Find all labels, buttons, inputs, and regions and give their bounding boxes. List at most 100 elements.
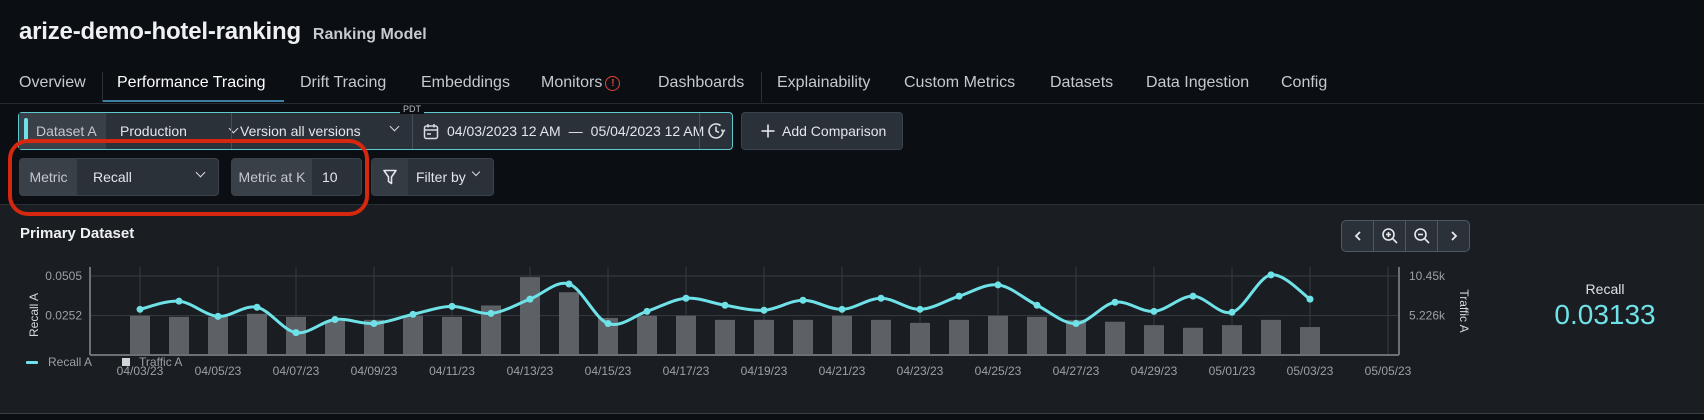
- version-value: Version all versions: [240, 123, 361, 139]
- tab-overview[interactable]: Overview: [19, 74, 86, 91]
- tab-embeddings[interactable]: Embeddings: [421, 74, 510, 91]
- tab-custom-metrics[interactable]: Custom Metrics: [904, 74, 1016, 91]
- legend-recall-a[interactable]: Recall A: [48, 355, 93, 369]
- recall-point: [448, 302, 456, 310]
- metric-label: Metric: [29, 169, 68, 185]
- recall-point: [370, 320, 378, 328]
- panel-title: Primary Dataset: [20, 225, 135, 242]
- add-comparison-button[interactable]: Add Comparison: [741, 112, 903, 150]
- tab-divider: [761, 72, 762, 102]
- recall-point: [1072, 320, 1080, 328]
- model-type: Ranking Model: [312, 26, 427, 43]
- tab-data-ingestion[interactable]: Data Ingestion: [1146, 74, 1250, 91]
- tab-datasets[interactable]: Datasets: [1050, 74, 1114, 91]
- zoom-out-button[interactable]: [1406, 221, 1438, 251]
- chevron-down-icon: [471, 167, 481, 177]
- x-tick-label: 04/17/23: [663, 364, 710, 378]
- x-tick-label: 04/21/23: [819, 364, 866, 378]
- traffic-bar: [559, 292, 579, 355]
- dataset-color-indicator: [24, 118, 28, 142]
- chevron-down-icon: [195, 167, 206, 178]
- dataset-label-segment: Dataset A: [19, 113, 106, 149]
- filter-by-button[interactable]: Filter by: [371, 158, 494, 196]
- date-start: 04/03/2023 12 AM: [447, 123, 561, 139]
- primary-dataset-panel: Primary Dataset 0.0505 0.0252 10.45k 5.226k…: [0, 204, 1704, 414]
- recall-point: [526, 295, 534, 303]
- traffic-bar: [871, 319, 891, 355]
- recall-point: [487, 309, 495, 317]
- recall-point: [682, 294, 690, 302]
- recall-point: [292, 329, 300, 337]
- add-comparison-label: Add Comparison: [782, 123, 887, 139]
- tab-monitors[interactable]: Monitors!: [541, 74, 621, 92]
- legend-traffic-a[interactable]: Traffic A: [139, 355, 183, 369]
- traffic-bar: [910, 322, 930, 355]
- recall-point: [838, 305, 846, 313]
- traffic-bar: [520, 277, 540, 355]
- traffic-bar: [988, 315, 1008, 355]
- zoom-out-icon: [1413, 228, 1430, 244]
- alert-icon: !: [605, 76, 621, 91]
- x-tick-label: 04/09/23: [351, 364, 398, 378]
- date-range-picker[interactable]: 04/03/2023 12 AM — 05/04/2023 12 AM: [413, 113, 717, 149]
- chevron-left-icon: [1354, 231, 1361, 241]
- tab-explainability[interactable]: Explainability: [777, 74, 871, 91]
- recall-point: [643, 307, 651, 315]
- traffic-bar: [403, 315, 423, 355]
- traffic-bar: [1261, 319, 1281, 355]
- y2-tick-label: 10.45k: [1409, 269, 1446, 283]
- zoom-in-icon: [1381, 228, 1398, 244]
- dataset-label: Dataset A: [36, 123, 97, 139]
- recall-point: [799, 296, 807, 304]
- metric-at-k-label-segment: Metric at K: [232, 159, 312, 195]
- previous-button[interactable]: [1342, 221, 1374, 251]
- recall-point: [1267, 271, 1275, 279]
- filter-by-label: Filter by: [416, 169, 466, 185]
- date-separator: —: [568, 123, 583, 139]
- y2-tick-label: 5.226k: [1409, 308, 1446, 322]
- refresh-history-button[interactable]: [700, 113, 732, 149]
- environment-dropdown[interactable]: Production: [106, 113, 249, 149]
- traffic-bar: [364, 319, 384, 355]
- x-tick-label: 04/15/23: [585, 364, 632, 378]
- metric-value: Recall: [93, 169, 132, 185]
- date-end: 05/04/2023 12 AM: [590, 123, 705, 139]
- tab-bar: Overview Performance Tracing Drift Traci…: [0, 64, 1704, 104]
- performance-chart: 0.0505 0.0252 10.45k 5.226k 04/03/23 04/05/23…: [27, 267, 1470, 378]
- y2-axis-title: Traffic A: [1457, 289, 1470, 332]
- x-tick-label: 05/03/23: [1287, 364, 1334, 378]
- recall-point: [175, 297, 183, 305]
- traffic-bar: [442, 316, 462, 355]
- y-axis-title: Recall A: [27, 293, 41, 337]
- recall-point: [1189, 292, 1197, 300]
- next-button[interactable]: [1438, 221, 1469, 251]
- recall-point: [955, 292, 963, 300]
- metric-dropdown[interactable]: Metric Recall: [19, 158, 219, 196]
- filter-icon-segment: [372, 159, 408, 195]
- divider: [699, 113, 700, 149]
- y-tick-label: 0.0505: [45, 269, 82, 283]
- tab-config[interactable]: Config: [1281, 74, 1328, 91]
- active-tab-indicator: [103, 100, 284, 102]
- tab-divider: [102, 72, 103, 102]
- recall-point: [994, 281, 1002, 289]
- plus-icon: [761, 124, 775, 138]
- version-dropdown[interactable]: Version all versions: [232, 113, 412, 149]
- tab-dashboards[interactable]: Dashboards: [658, 74, 745, 91]
- zoom-in-button[interactable]: [1374, 221, 1406, 251]
- legend-traffic-swatch: [122, 358, 131, 366]
- recall-point: [136, 305, 144, 313]
- traffic-bar: [1222, 325, 1242, 355]
- traffic-bar: [754, 319, 774, 355]
- x-tick-label: 04/25/23: [975, 364, 1022, 378]
- recall-point: [1150, 307, 1158, 315]
- traffic-bar: [676, 315, 696, 355]
- traffic-bar: [481, 305, 501, 355]
- tab-performance-tracing[interactable]: Performance Tracing: [117, 74, 266, 91]
- metric-at-k-input[interactable]: 10: [322, 169, 338, 185]
- traffic-bar: [1144, 325, 1164, 355]
- history-clock-icon: [708, 123, 726, 139]
- x-tick-label: 04/23/23: [897, 364, 944, 378]
- tab-drift-tracing[interactable]: Drift Tracing: [300, 74, 387, 91]
- recall-point: [1111, 298, 1119, 306]
